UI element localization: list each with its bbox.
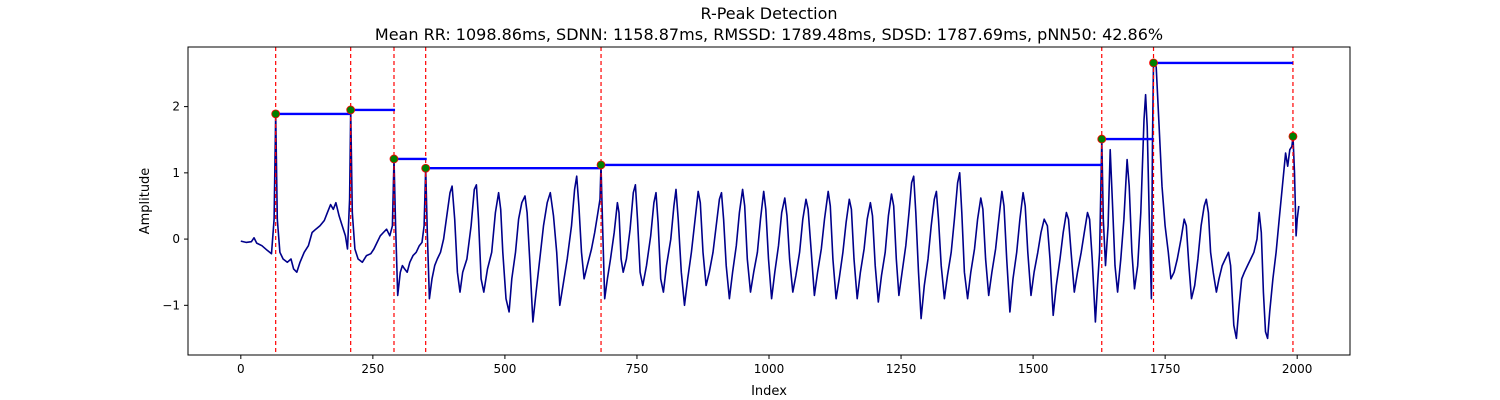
rr-segments: [275, 61, 1293, 170]
x-tick-label: 500: [493, 362, 516, 376]
x-tick-label: 0: [237, 362, 245, 376]
signal-line: [240, 62, 1300, 340]
y-tick-label: 0: [172, 232, 180, 246]
peak-marker: [596, 160, 606, 170]
peak-marker: [1288, 132, 1298, 141]
plot-frame: [187, 46, 1351, 356]
x-tick-label: 750: [626, 362, 649, 376]
x-tick-label: 1750: [1150, 362, 1181, 376]
y-tick-label: 2: [172, 100, 180, 114]
peak-marker: [346, 105, 356, 115]
peak-marker: [421, 163, 431, 173]
x-tick-label: 1500: [1018, 362, 1049, 376]
peak-marker: [389, 154, 399, 164]
y-tick-label: −1: [162, 298, 180, 312]
x-tick-label: 1000: [754, 362, 785, 376]
x-axis-label: Index: [751, 384, 787, 399]
x-axis-ticks: 0 250 500 750 1000 1250 1500 1750 2000: [237, 355, 1312, 376]
peak-marker: [1097, 134, 1107, 144]
peak-marker: [1149, 58, 1158, 68]
peak-marker: [271, 109, 281, 119]
peak-lines: [275, 47, 1294, 355]
x-tick-label: 250: [361, 362, 384, 376]
chart-title: R-Peak Detection: [700, 4, 837, 23]
x-tick-label: 1250: [886, 362, 917, 376]
x-tick-label: 2000: [1282, 362, 1313, 376]
plot-area: [240, 47, 1300, 355]
chart-subtitle: Mean RR: 1098.86ms, SDNN: 1158.87ms, RMS…: [375, 25, 1163, 44]
y-axis-ticks: −1 0 1 2: [162, 100, 188, 312]
y-tick-label: 1: [172, 166, 180, 180]
y-axis-label: Amplitude: [138, 168, 153, 235]
peak-markers: [271, 58, 1298, 173]
